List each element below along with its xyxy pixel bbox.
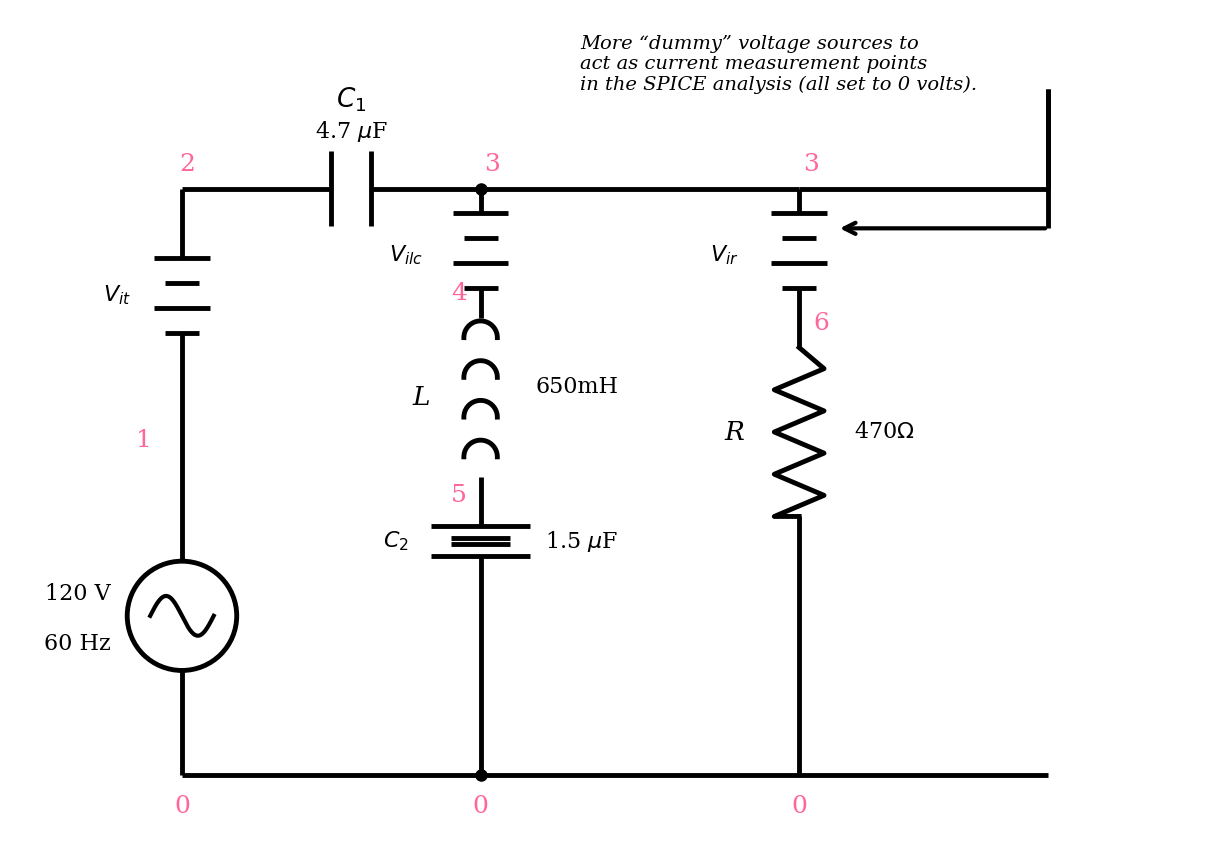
Text: 1.5 $\mu$F: 1.5 $\mu$F [545, 529, 619, 554]
Text: 4.7 $\mu$F: 4.7 $\mu$F [314, 119, 388, 144]
Text: L: L [413, 385, 430, 410]
Text: $V_{it}$: $V_{it}$ [103, 284, 131, 307]
Text: 0: 0 [791, 794, 807, 818]
Text: 3: 3 [485, 153, 501, 176]
Text: 120 V: 120 V [44, 583, 111, 605]
Text: 5: 5 [451, 484, 467, 506]
Text: 470$\Omega$: 470$\Omega$ [853, 421, 915, 443]
Text: 1: 1 [136, 429, 152, 452]
Text: $V_{ir}$: $V_{ir}$ [710, 244, 739, 267]
Text: 0: 0 [473, 794, 489, 818]
Text: $C_1$: $C_1$ [336, 86, 366, 114]
Text: R: R [725, 420, 744, 445]
Text: 60 Hz: 60 Hz [44, 633, 111, 655]
Text: 650mH: 650mH [535, 376, 619, 398]
Text: $C_2$: $C_2$ [383, 530, 409, 553]
Text: 6: 6 [813, 311, 829, 335]
Text: 3: 3 [803, 153, 819, 176]
Text: 0: 0 [174, 794, 190, 818]
Text: $V_{ilc}$: $V_{ilc}$ [389, 244, 422, 267]
Text: 2: 2 [179, 153, 195, 176]
Text: 4: 4 [451, 282, 467, 305]
Text: More “dummy” voltage sources to
act as current measurement points
in the SPICE a: More “dummy” voltage sources to act as c… [580, 35, 977, 95]
